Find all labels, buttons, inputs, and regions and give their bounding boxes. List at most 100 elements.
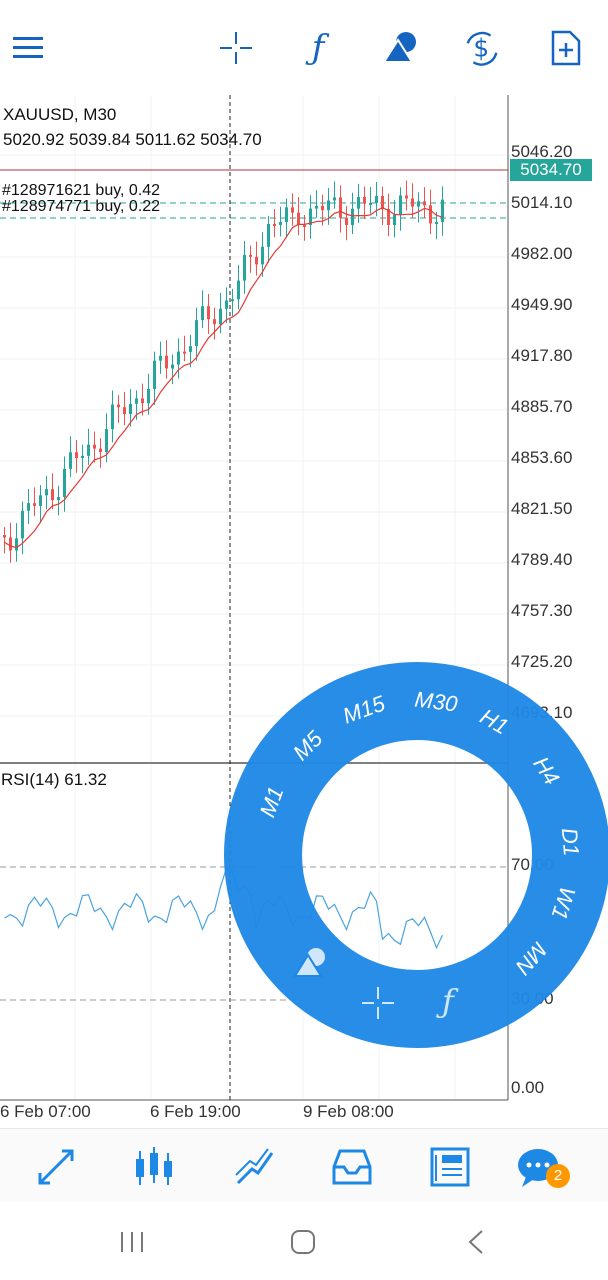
candle-body (261, 246, 264, 265)
candle-body (345, 217, 348, 225)
indicators-icon[interactable]: ƒ (442, 982, 454, 1020)
price-chart[interactable] (0, 95, 608, 1128)
top-toolbar: ƒ $ (0, 0, 608, 95)
candle-body (69, 452, 72, 469)
candle-body (285, 207, 288, 223)
date-label: 6 Feb 19:00 (150, 1102, 241, 1121)
candle-body (87, 444, 90, 456)
quotes-tab[interactable] (34, 1145, 78, 1189)
objects-icon[interactable] (380, 28, 420, 68)
candle-body (33, 503, 36, 506)
candle-body (417, 201, 420, 207)
symbols-icon[interactable]: $ (462, 28, 502, 68)
candle-body (141, 398, 144, 404)
price-axis-label: 4949.90 (511, 295, 573, 314)
price-axis-label: 4821.50 (511, 499, 573, 518)
rsi-level-label: 0.00 (511, 1078, 545, 1097)
candle-body (171, 364, 174, 369)
candle-body (273, 223, 276, 226)
candle-body (219, 308, 222, 325)
candle-body (21, 510, 24, 539)
candle-body (303, 225, 306, 227)
crosshair-icon[interactable] (360, 985, 396, 1021)
candle-body (165, 355, 168, 369)
candle-body (27, 503, 30, 511)
candle-body (207, 306, 210, 320)
candle-body (225, 300, 228, 309)
candle-body (15, 538, 18, 551)
history-tab[interactable] (330, 1145, 374, 1189)
candle-body (351, 208, 354, 225)
candle-body (81, 455, 84, 459)
candle-body (123, 407, 126, 415)
recents-button[interactable] (116, 1228, 148, 1256)
candle-body (75, 452, 78, 459)
price-axis-label: 4789.40 (511, 550, 573, 569)
price-axis-label: 4853.60 (511, 448, 573, 467)
candle-body (189, 346, 192, 352)
candle-body (405, 195, 408, 199)
bottom-navigation: 2 (0, 1128, 608, 1203)
candle-body (63, 468, 66, 498)
symbol-timeframe-label: XAUUSD, M30 (3, 105, 117, 124)
date-label: 9 Feb 08:00 (303, 1102, 394, 1121)
price-axis-label: 4917.80 (511, 346, 573, 365)
price-axis-label: 4885.70 (511, 397, 573, 416)
date-label: 6 Feb 07:00 (0, 1102, 91, 1121)
candle-body (195, 320, 198, 347)
moving-average-line (4, 207, 443, 549)
current-price-tag: 5034.70 (510, 159, 592, 181)
trade-tab[interactable] (232, 1145, 276, 1189)
chart-tab[interactable] (132, 1145, 176, 1189)
candle-body (153, 360, 156, 389)
candle-body (111, 404, 114, 430)
order-label: #128974771 buy, 0.22 (2, 198, 161, 215)
candle-body (267, 223, 270, 247)
price-axis-label: 4757.30 (511, 601, 573, 620)
indicators-icon[interactable]: ƒ (311, 28, 325, 68)
crosshair-icon[interactable] (216, 28, 256, 68)
candle-body (93, 444, 96, 449)
candle-body (381, 195, 384, 210)
candle-body (291, 207, 294, 213)
candle-body (201, 306, 204, 321)
messages-badge: 2 (546, 1164, 570, 1188)
price-axis-label: 5046.20 (511, 142, 573, 161)
home-button[interactable] (289, 1228, 317, 1256)
candle-body (177, 351, 180, 365)
new-order-icon[interactable] (546, 28, 586, 68)
news-tab[interactable] (428, 1145, 472, 1189)
candle-body (159, 355, 162, 361)
candle-body (117, 404, 120, 408)
candle-body (387, 209, 390, 225)
back-button[interactable] (462, 1228, 490, 1256)
candle-body (423, 201, 426, 206)
rsi-line (4, 867, 444, 950)
candle-body (441, 199, 444, 222)
candle-body (339, 197, 342, 218)
candle-body (129, 403, 132, 415)
candle-body (411, 198, 414, 207)
objects-icon[interactable] (292, 946, 328, 980)
timeframe-d1-button[interactable]: D1 (557, 826, 585, 857)
candle-body (135, 398, 138, 404)
candle-body (147, 388, 150, 404)
candle-body (357, 196, 360, 209)
candle-body (57, 497, 60, 501)
candle-body (105, 429, 108, 453)
ohlc-label: 5020.92 5039.84 5011.62 5034.70 (3, 130, 262, 149)
candle-body (237, 280, 240, 300)
candle-body (369, 202, 372, 205)
candle-body (243, 254, 246, 281)
timeframe-ring[interactable] (224, 662, 608, 1048)
candle-body (363, 196, 366, 204)
candle-body (297, 212, 300, 225)
candle-body (375, 195, 378, 203)
candle-body (183, 351, 186, 354)
candle-body (249, 254, 252, 257)
candle-body (51, 489, 54, 501)
candle-body (279, 222, 282, 225)
candle-body (231, 299, 234, 302)
timeframe-m30-button[interactable]: M30 (413, 686, 459, 717)
menu-icon[interactable] (8, 28, 48, 68)
